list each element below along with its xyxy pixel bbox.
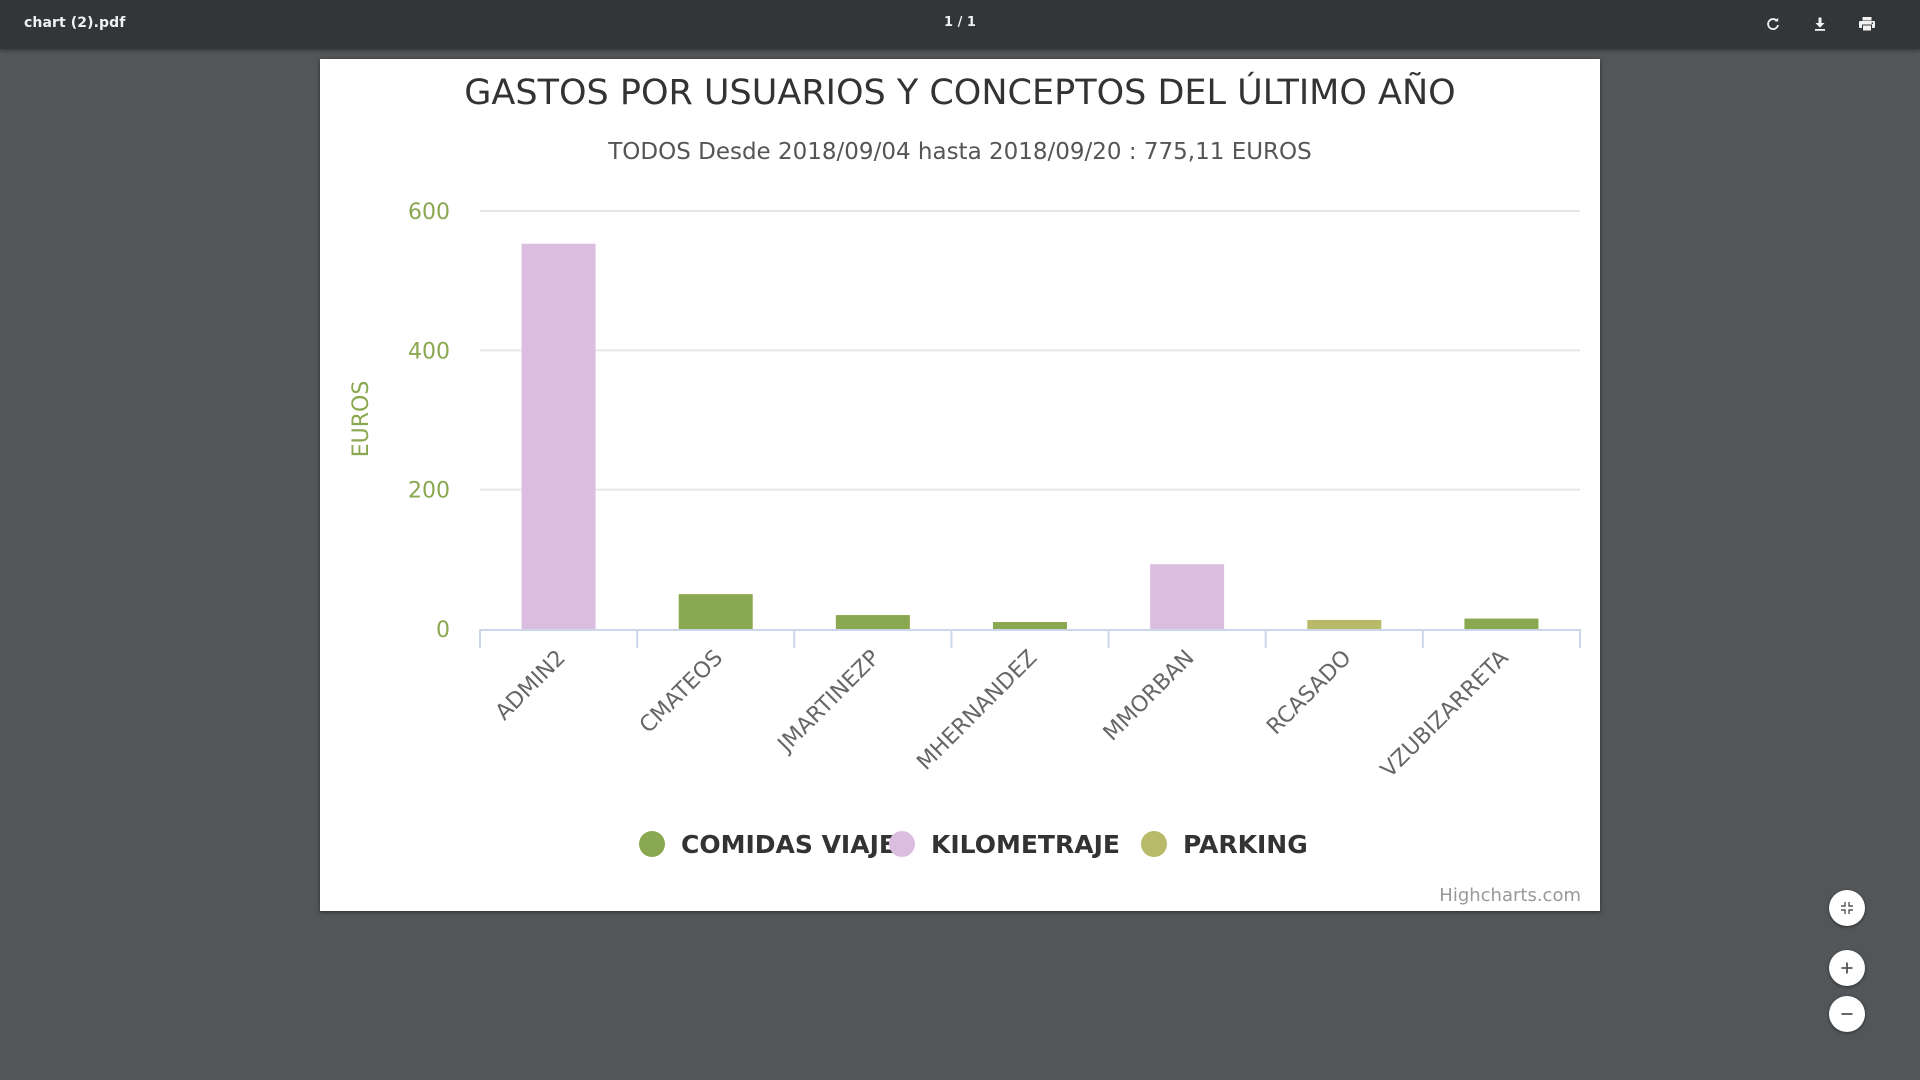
download-button[interactable] — [1805, 10, 1835, 38]
rotate-button[interactable] — [1758, 10, 1788, 38]
legend-symbol — [889, 831, 915, 857]
y-tick-label: 600 — [408, 200, 450, 225]
bar-mmorban-kilometraje[interactable] — [1150, 564, 1225, 629]
x-tick-label: ADMIN2 — [491, 646, 571, 726]
bar-jmartinezp-comidas-viaje[interactable] — [835, 615, 910, 629]
legend-item-parking[interactable]: PARKING — [1141, 830, 1308, 859]
legend-label: KILOMETRAJE — [931, 830, 1120, 859]
download-icon — [1815, 17, 1825, 31]
y-tick-label: 0 — [436, 618, 450, 643]
pdf-page: GASTOS POR USUARIOS Y CONCEPTOS DEL ÚLTI… — [320, 59, 1600, 911]
y-tick-label: 400 — [408, 339, 450, 364]
chart-title: GASTOS POR USUARIOS Y CONCEPTOS DEL ÚLTI… — [464, 71, 1455, 113]
x-tick-label: VZUBIZARRETA — [1376, 646, 1513, 783]
chart-subtitle: TODOS Desde 2018/09/04 hasta 2018/09/20 … — [607, 139, 1312, 165]
print-button[interactable] — [1852, 10, 1882, 38]
bar-cmateos-comidas-viaje[interactable] — [678, 594, 753, 629]
x-tick-label: JMARTINEZP — [772, 646, 885, 759]
fit-to-page-button[interactable] — [1829, 890, 1865, 926]
y-axis-title: EUROS — [349, 381, 374, 458]
legend-item-kilometraje[interactable]: KILOMETRAJE — [889, 830, 1120, 859]
page-indicator: 1 / 1 — [944, 15, 976, 30]
zoom-out-button[interactable] — [1829, 996, 1865, 1032]
pdf-toolbar: chart (2).pdf 1 / 1 — [0, 0, 1920, 49]
x-tick-label: CMATEOS — [635, 646, 728, 739]
legend-item-comidas-viaje[interactable]: COMIDAS VIAJE — [639, 830, 896, 859]
x-tick-label: MHERNANDEZ — [912, 646, 1042, 776]
bar-chart: GASTOS POR USUARIOS Y CONCEPTOS DEL ÚLTI… — [349, 71, 1581, 906]
fit-to-page-icon — [1841, 902, 1853, 914]
bar-mhernandez-comidas-viaje[interactable] — [993, 622, 1067, 629]
zoom-out-icon — [1841, 1013, 1853, 1015]
legend-label: COMIDAS VIAJE — [681, 830, 896, 859]
document-title: chart (2).pdf — [24, 15, 126, 31]
x-tick-label: MMORBAN — [1099, 646, 1200, 747]
print-icon — [1859, 17, 1875, 32]
rotate-icon — [1767, 17, 1779, 30]
legend-symbol — [639, 831, 665, 857]
bar-admin2-kilometraje[interactable] — [521, 243, 596, 629]
bar-rcasado-parking[interactable] — [1307, 619, 1382, 629]
y-tick-label: 200 — [408, 479, 450, 504]
x-tick-label: RCASADO — [1262, 646, 1356, 740]
zoom-in-button[interactable] — [1829, 950, 1865, 986]
zoom-in-icon — [1841, 962, 1853, 974]
bar-vzubizarreta-comidas-viaje[interactable] — [1464, 618, 1539, 629]
highcharts-credits[interactable]: Highcharts.com — [1439, 885, 1581, 906]
legend-symbol — [1141, 831, 1167, 857]
legend-label: PARKING — [1183, 830, 1308, 859]
